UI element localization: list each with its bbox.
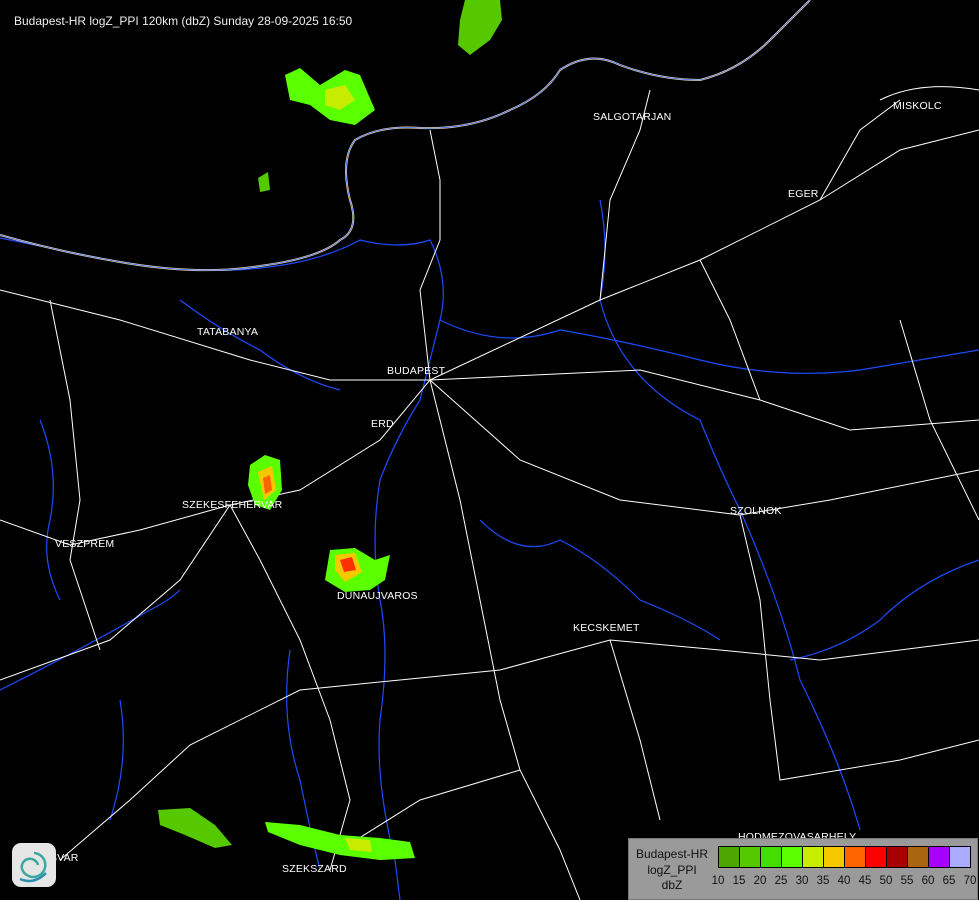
city-label: MISKOLC	[893, 100, 942, 112]
legend-tick-label: 60	[921, 875, 935, 887]
country-border	[0, 0, 979, 272]
legend-swatch	[782, 847, 803, 867]
legend-tick-label: 30	[795, 875, 809, 887]
city-label: BUDAPEST	[387, 365, 446, 377]
legend-swatch	[740, 847, 761, 867]
radar-echoes	[158, 0, 502, 860]
legend-swatch	[908, 847, 929, 867]
legend-tick-label: 45	[858, 875, 872, 887]
legend-tick-label: 55	[900, 875, 914, 887]
legend-unit: dbZ	[661, 878, 683, 892]
city-label: TATABANYA	[197, 326, 259, 338]
legend-tick-label: 25	[774, 875, 788, 887]
city-label: VESZPREM	[55, 538, 115, 550]
legend-swatch	[845, 847, 866, 867]
legend-tick-label: 40	[837, 875, 851, 887]
city-label: SZOLNOK	[730, 505, 782, 517]
color-scale-legend: Budapest-HR logZ_PPI dbZ 10 15 20 25 30 35 40 4…	[628, 838, 978, 900]
legend-swatches	[718, 846, 971, 868]
roads	[0, 89, 979, 900]
legend-tick-label: 50	[879, 875, 893, 887]
legend-swatch	[824, 847, 845, 867]
legend-swatch	[761, 847, 782, 867]
legend-swatch	[866, 847, 887, 867]
legend-tick-label: 35	[816, 875, 830, 887]
legend-swatch	[803, 847, 824, 867]
map-title: Budapest-HR logZ_PPI 120km (dbZ) Sunday …	[14, 14, 353, 28]
legend-tick-label: 65	[942, 875, 956, 887]
city-label: SALGOTARJAN	[593, 111, 672, 123]
city-label: KECSKEMET	[573, 622, 640, 634]
legend-swatch	[719, 847, 740, 867]
legend-radar-name: Budapest-HR	[635, 847, 709, 861]
city-label: ERD	[371, 418, 394, 430]
city-label: EGER	[788, 188, 819, 200]
rivers	[0, 199, 979, 900]
legend-tick-label: 20	[753, 875, 767, 887]
city-label: SZEKESFEHERVAR	[182, 499, 283, 511]
city-label: SZEKSZARD	[282, 863, 347, 875]
legend-swatch	[929, 847, 950, 867]
swirl-logo	[12, 843, 56, 887]
legend-tick-label: 70	[963, 875, 977, 887]
legend-swatch	[950, 847, 970, 867]
legend-title: Budapest-HR logZ_PPI dbZ	[629, 847, 715, 894]
legend-swatch	[887, 847, 908, 867]
legend-product: logZ_PPI	[647, 862, 697, 877]
city-label: DUNAUJVAROS	[337, 590, 418, 602]
legend-tick-label: 15	[732, 875, 746, 887]
legend-tick-label: 10	[711, 875, 725, 887]
